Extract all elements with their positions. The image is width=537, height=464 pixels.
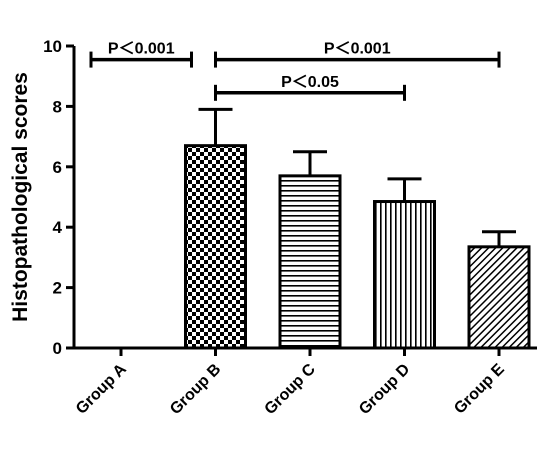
x-tick-label: Group B — [167, 361, 224, 418]
significance-annotations — [89, 51, 501, 101]
bars — [184, 144, 531, 350]
bar-group-e — [467, 245, 531, 350]
y-tick-label: 6 — [53, 158, 62, 177]
x-tick-label: Group A — [73, 360, 130, 417]
x-tick-label: Group D — [356, 361, 413, 418]
y-tick-label: 8 — [53, 97, 62, 116]
y-tick-label: 4 — [53, 218, 63, 237]
y-tick-label: 10 — [43, 37, 62, 56]
significance-label: P＜0.05 — [281, 74, 339, 91]
y-axis-title: Histopathological scores — [9, 72, 32, 322]
bar-group-b — [184, 144, 247, 350]
x-tick-label: Group C — [262, 360, 320, 418]
bar-group-c — [278, 174, 342, 350]
error-bars — [198, 107, 516, 247]
significance-label: P＜0.001 — [108, 41, 175, 58]
y-tick-label: 2 — [53, 279, 62, 298]
y-tick-label: 0 — [53, 339, 62, 358]
x-tick-label: Group E — [451, 361, 508, 418]
significance-label: P＜0.001 — [324, 41, 391, 58]
bar-group-d — [373, 200, 436, 350]
